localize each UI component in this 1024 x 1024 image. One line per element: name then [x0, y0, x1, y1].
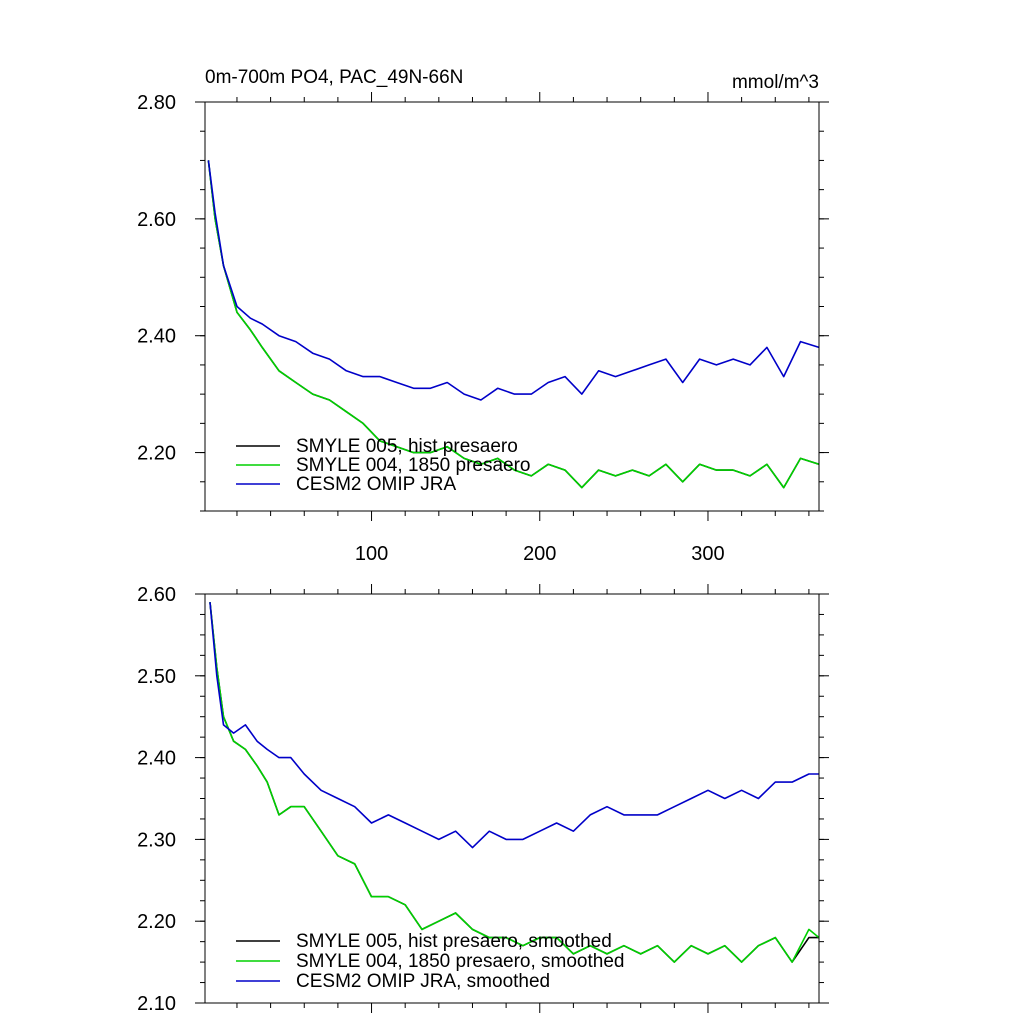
legend-label: CESM2 OMIP JRA: [296, 474, 456, 495]
series-line: [209, 602, 820, 963]
x-tick-label: 300: [691, 543, 724, 565]
y-tick-label: 2.80: [137, 92, 176, 114]
y-tick-label: 2.20: [137, 911, 176, 933]
y-tick-label: 2.40: [137, 748, 176, 770]
y-tick-label: 2.50: [137, 666, 176, 688]
y-tick-label: 2.10: [137, 993, 176, 1015]
y-tick-label: 2.60: [137, 209, 176, 231]
x-tick-label: 200: [523, 543, 556, 565]
panel-top: 0m-700m PO4, PAC_49N-66N mmol/m^3 2.20 2.…: [137, 67, 829, 565]
chart-title: 0m-700m PO4, PAC_49N-66N: [205, 67, 463, 88]
x-tick-label: 100: [355, 543, 388, 565]
legend-label: SMYLE 005, hist presaero, smoothed: [296, 931, 612, 952]
legend-label: CESM2 OMIP JRA, smoothed: [296, 971, 550, 992]
series-line: [207, 160, 820, 489]
legend-label: SMYLE 005, hist presaero: [296, 436, 518, 457]
y-tick-label: 2.60: [137, 584, 176, 606]
legend: SMYLE 005, hist presaero, smoothedSMYLE …: [236, 931, 624, 992]
legend-label: SMYLE 004, 1850 presaero: [296, 455, 531, 476]
units-label: mmol/m^3: [732, 72, 819, 93]
y-tick-label: 2.40: [137, 326, 176, 348]
y-tick-label: 2.30: [137, 829, 176, 851]
y-tick-label: 2.20: [137, 443, 176, 465]
panel-bottom: 2.10 2.20 2.30 2.40 2.50 2.60 SMYLE 005, hist…: [137, 584, 829, 1015]
series-line: [209, 602, 819, 849]
series-line: [207, 160, 820, 401]
series-line: [209, 602, 819, 963]
legend-label: SMYLE 004, 1850 presaero, smoothed: [296, 951, 624, 972]
